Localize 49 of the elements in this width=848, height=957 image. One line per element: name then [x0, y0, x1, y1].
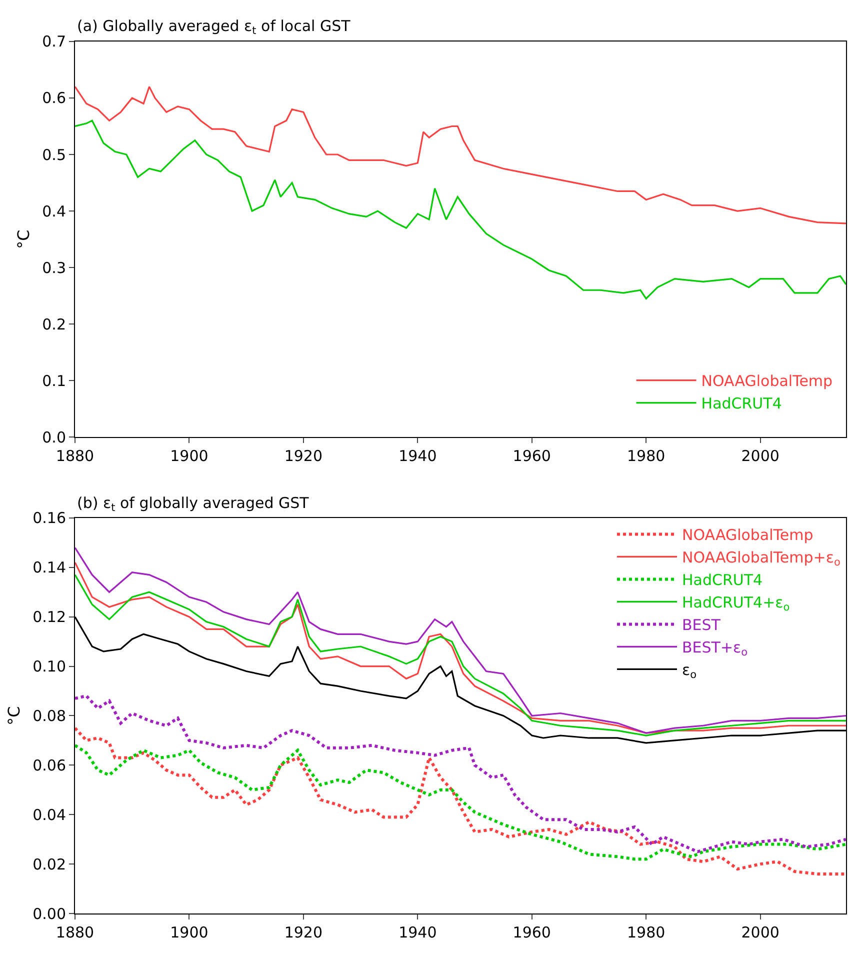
chart-title: (a) Globally averaged ε$_{t}$ of local GST	[77, 17, 352, 38]
x-tick-label: 1920	[284, 924, 323, 942]
legend-label: HadCRUT4+ε$_{o}$	[682, 594, 790, 614]
legend-label: BEST+ε$_{o}$	[682, 638, 748, 659]
y-tick-label: 0.08	[32, 706, 66, 725]
y-tick-label: 0.12	[32, 608, 66, 626]
y-tick-label: 0.02	[32, 855, 66, 874]
y-tick-label: 0.04	[32, 806, 66, 824]
x-tick-label: 1960	[512, 447, 551, 466]
y-tick-label: 0.16	[32, 509, 66, 528]
y-tick-label: 0.6	[42, 89, 66, 108]
legend-label: BEST	[682, 616, 722, 634]
x-tick-label: 2000	[741, 924, 780, 942]
line-series	[75, 694, 846, 854]
y-tick-label: 0.1	[42, 372, 66, 390]
x-tick-label: 1940	[398, 447, 437, 466]
legend-label: NOAAGlobalTemp	[701, 372, 833, 390]
line-series	[75, 744, 846, 861]
chart-title: (b) ε$_{t}$ of globally averaged GST	[77, 494, 310, 514]
y-tick-label: 0.10	[32, 658, 66, 676]
y-tick-label: 0.06	[32, 756, 66, 774]
y-axis-title: °C	[4, 706, 24, 726]
y-tick-label: 0.7	[42, 32, 66, 51]
line-series	[75, 86, 846, 224]
x-tick-label: 1900	[170, 924, 208, 942]
legend-label: HadCRUT4	[682, 571, 763, 590]
y-tick-label: 0.4	[42, 202, 66, 220]
y-tick-label: 0.5	[42, 146, 66, 164]
y-axis-title: °C	[14, 230, 34, 249]
y-tick-label: 0.0	[42, 428, 66, 446]
x-tick-label: 2000	[741, 447, 780, 466]
line-series	[75, 726, 846, 876]
y-tick-label: 0.2	[42, 315, 66, 334]
legend-label: NOAAGlobalTemp	[682, 526, 814, 544]
x-tick-label: 1920	[284, 447, 323, 466]
x-tick-label: 1880	[56, 447, 94, 466]
x-tick-label: 1960	[512, 924, 551, 942]
x-tick-label: 1940	[398, 924, 437, 942]
x-tick-label: 1880	[56, 924, 94, 942]
y-tick-label: 0.00	[32, 904, 66, 923]
legend-label: HadCRUT4	[701, 394, 782, 413]
x-tick-label: 1980	[627, 924, 666, 942]
x-tick-label: 1980	[627, 447, 666, 466]
legend-label: NOAAGlobalTemp+ε$_{o}$	[682, 548, 840, 569]
y-tick-label: 0.14	[32, 558, 66, 577]
x-tick-label: 1900	[170, 447, 208, 466]
line-series	[75, 120, 846, 300]
legend-label: ε$_{o}$	[682, 661, 697, 682]
y-tick-label: 0.3	[42, 258, 66, 277]
